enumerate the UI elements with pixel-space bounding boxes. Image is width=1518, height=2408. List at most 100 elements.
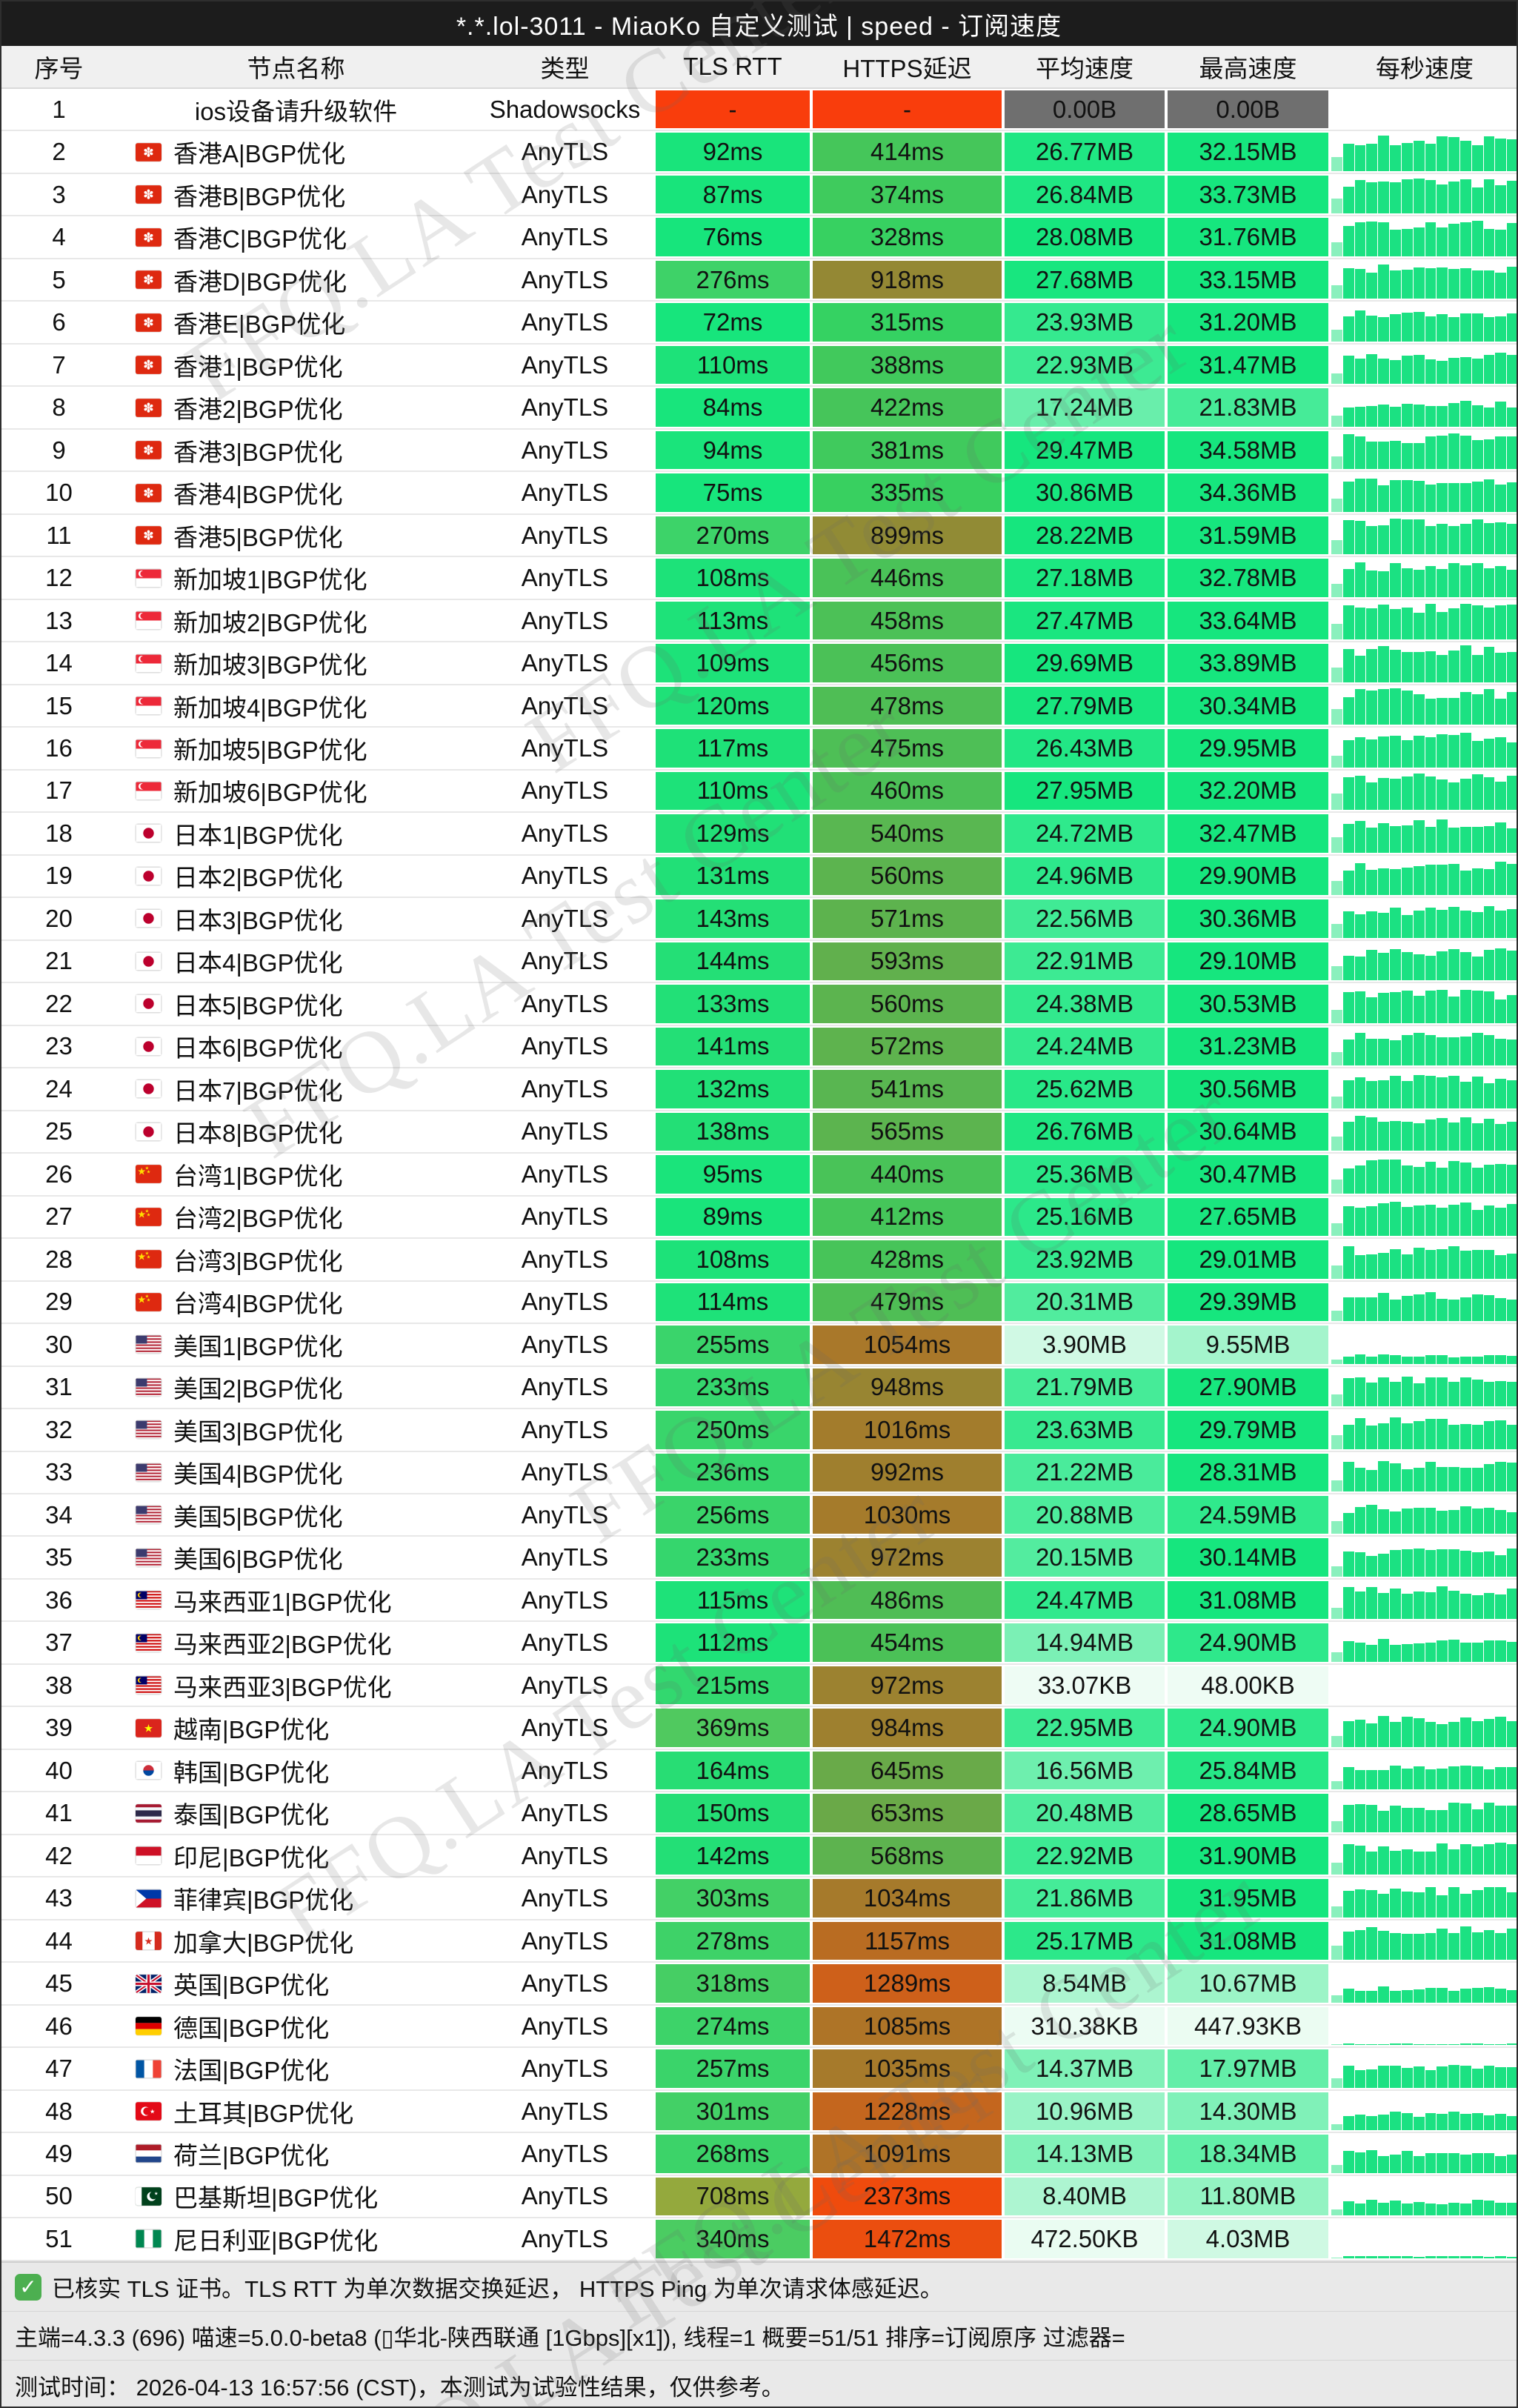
https-ping-value: 460ms	[813, 771, 1002, 811]
row-index-cell: 23	[45, 1032, 73, 1060]
row-index-cell: 11	[46, 521, 72, 549]
avg-speed-cell: 27.79MB	[1003, 685, 1166, 726]
speed-sparkline-chart	[1330, 1537, 1517, 1578]
protocol-type-cell: AnyTLS	[521, 734, 609, 762]
node-name-label: 美国2|BGP优化	[173, 1375, 343, 1403]
max-speed-cell: 32.47MB	[1166, 813, 1330, 854]
speed-sparkline-chart	[1330, 2133, 1517, 2175]
node-name-label: 日本4|BGP优化	[173, 949, 343, 977]
table-row: 46 德国|BGP优化 AnyTLS 274ms 1085ms 310.38KB 447.9…	[1, 2005, 1517, 2049]
table-row: 24 日本7|BGP优化 AnyTLS 132ms 541ms 25.62MB 30.56M…	[1, 1068, 1517, 1111]
flag-icon-jp	[136, 866, 162, 885]
svg-text:✽: ✽	[143, 230, 154, 245]
node-name-cell: 新加坡2|BGP优化	[116, 600, 476, 641]
node-name-cell: ✽ 香港1|BGP优化	[116, 345, 476, 385]
speed-sparkline-chart	[1330, 259, 1517, 301]
avg-speed-cell: 23.92MB	[1003, 1239, 1166, 1280]
svg-text:✽: ✽	[143, 187, 154, 202]
avg-speed-value: 25.36MB	[1005, 1155, 1165, 1194]
svg-text:✽: ✽	[143, 315, 154, 330]
avg-speed-value: 28.22MB	[1005, 516, 1165, 555]
avg-speed-value: 22.56MB	[1005, 899, 1165, 938]
tls-rtt-cell: 75ms	[654, 472, 811, 513]
row-index-cell: 15	[45, 691, 73, 719]
avg-speed-cell: 14.94MB	[1003, 1622, 1166, 1663]
flag-icon-cn: ★ ★ ★	[136, 1250, 162, 1269]
https-ping-value: 560ms	[813, 985, 1002, 1023]
max-speed-value: 25.84MB	[1168, 1751, 1328, 1790]
max-speed-value: 33.15MB	[1168, 260, 1328, 299]
tls-rtt-value: 94ms	[656, 430, 810, 470]
per-second-speed-cell	[1330, 1451, 1517, 1493]
avg-speed-cell: 26.77MB	[1003, 131, 1166, 172]
flag-icon-sg	[136, 739, 162, 758]
per-second-speed-cell	[1330, 2005, 1517, 2047]
per-second-speed-cell	[1330, 1196, 1517, 1238]
protocol-type-cell: AnyTLS	[521, 776, 609, 805]
flag-icon-nl	[136, 2144, 162, 2163]
max-speed-cell: 31.76MB	[1166, 216, 1330, 257]
node-name-label: 香港C|BGP优化	[173, 225, 347, 253]
tls-rtt-cell: 108ms	[654, 557, 811, 598]
table-row: 47 法国|BGP优化 AnyTLS 257ms 1035ms 14.37MB 17.97M…	[1, 2048, 1517, 2091]
protocol-type-cell: AnyTLS	[521, 1458, 609, 1486]
row-index-cell: 17	[45, 776, 73, 805]
https-ping-value: 454ms	[813, 1623, 1002, 1662]
max-speed-cell: 4.03MB	[1166, 2218, 1330, 2259]
node-name-cell: 新加坡5|BGP优化	[116, 728, 476, 768]
avg-speed-value: 26.76MB	[1005, 1112, 1165, 1151]
https-ping-value: 984ms	[813, 1709, 1002, 1747]
node-name-label: 菲律宾|BGP优化	[173, 1886, 354, 1915]
flag-icon-jp	[136, 824, 162, 843]
row-index-cell: 39	[45, 1714, 73, 1742]
tls-rtt-value: 141ms	[656, 1027, 810, 1066]
avg-speed-value: 472.50KB	[1005, 2220, 1165, 2258]
speed-sparkline-chart	[1330, 2175, 1517, 2218]
speed-sparkline-chart	[1330, 1025, 1517, 1068]
per-second-speed-cell	[1330, 1664, 1517, 1706]
protocol-type-cell: AnyTLS	[521, 1671, 609, 1699]
speed-sparkline-chart	[1330, 983, 1517, 1025]
node-name-label: 台湾1|BGP优化	[173, 1162, 343, 1190]
speed-sparkline-chart	[1330, 770, 1517, 812]
node-name-label: 日本3|BGP优化	[173, 906, 343, 934]
https-ping-cell: 428ms	[811, 1239, 1003, 1280]
speed-sparkline-chart	[1330, 1239, 1517, 1280]
tls-rtt-value: 108ms	[656, 1240, 810, 1279]
node-name-cell: 荷兰|BGP优化	[116, 2133, 476, 2174]
https-ping-cell: 593ms	[811, 941, 1003, 982]
tls-rtt-cell: 276ms	[654, 259, 811, 300]
tls-rtt-value: 84ms	[656, 388, 810, 427]
node-name-cell: 新加坡4|BGP优化	[116, 685, 476, 726]
max-speed-value: 10.67MB	[1168, 1964, 1328, 2003]
node-name-label: 日本8|BGP优化	[173, 1120, 343, 1148]
node-name-cell: 菲律宾|BGP优化	[116, 1877, 476, 1918]
max-speed-value: 32.20MB	[1168, 771, 1328, 811]
https-ping-value: 1030ms	[813, 1495, 1002, 1534]
https-ping-value: 446ms	[813, 559, 1002, 597]
https-ping-cell: 540ms	[811, 813, 1003, 854]
node-name-cell: ★ ★ ★ 台湾2|BGP优化	[116, 1197, 476, 1237]
per-second-speed-cell	[1330, 2090, 1517, 2132]
https-ping-cell: 446ms	[811, 557, 1003, 598]
node-name-label: 巴基斯坦|BGP优化	[173, 2184, 379, 2212]
https-ping-cell: 479ms	[811, 1282, 1003, 1323]
table-row: 37 马来西亚2|BGP优化 AnyTLS 112ms 454ms 14.94MB 24.9…	[1, 1622, 1517, 1665]
node-name-cell: 英国|BGP优化	[116, 1963, 476, 2003]
max-speed-value: 21.83MB	[1168, 388, 1328, 427]
svg-text:★: ★	[137, 1208, 146, 1220]
table-row: 3 ✽ 香港B|BGP优化 AnyTLS 87ms 374ms 26.84MB 33.73MB	[1, 173, 1517, 217]
table-row: 12 新加坡1|BGP优化 AnyTLS 108ms 446ms 27.18MB 32.78…	[1, 557, 1517, 600]
avg-speed-value: 24.24MB	[1005, 1027, 1165, 1066]
max-speed-value: 34.36MB	[1168, 473, 1328, 512]
https-ping-value: 541ms	[813, 1070, 1002, 1108]
svg-text:★: ★	[137, 1294, 146, 1305]
svg-text:✽: ✽	[143, 144, 154, 159]
protocol-type-cell: AnyTLS	[521, 1884, 609, 1912]
table-row: 18 日本1|BGP优化 AnyTLS 129ms 540ms 24.72MB 32.47M…	[1, 813, 1517, 856]
node-name-label: ios设备请升级软件	[194, 97, 398, 125]
tls-rtt-value: 236ms	[656, 1453, 810, 1491]
per-second-speed-cell	[1330, 1494, 1517, 1536]
svg-text:★: ★	[145, 1294, 150, 1299]
https-ping-value: 1289ms	[813, 1964, 1002, 2003]
